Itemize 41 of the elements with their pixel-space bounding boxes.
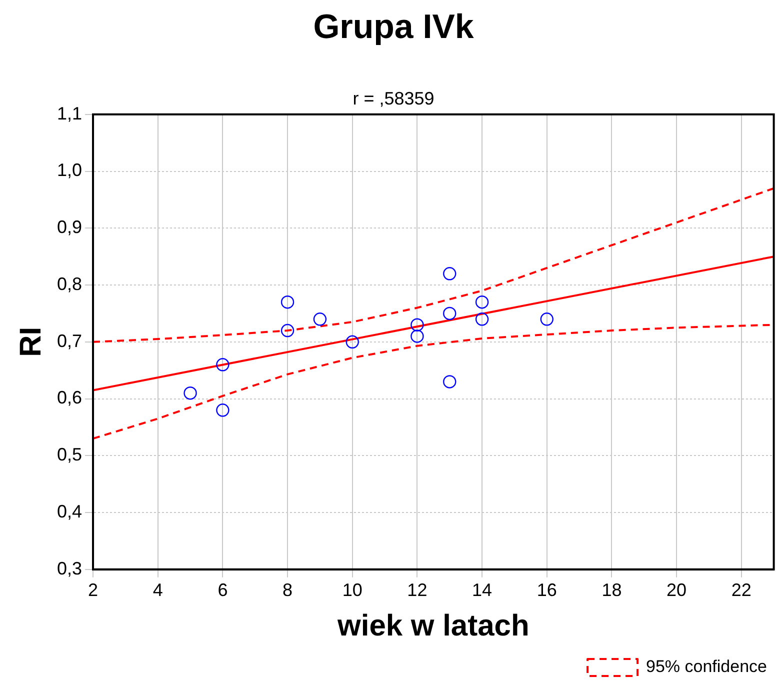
y-tick-label: 1,1 bbox=[56, 103, 82, 124]
y-tick-label: 0,9 bbox=[56, 217, 82, 238]
y-axis-title: RI bbox=[14, 326, 48, 357]
point bbox=[280, 324, 294, 338]
chart-subtitle: r = ,58359 bbox=[352, 88, 434, 109]
y-tick-label: 0,8 bbox=[56, 274, 82, 294]
x-tick-label: 20 bbox=[666, 580, 687, 600]
point bbox=[410, 330, 424, 343]
point bbox=[475, 295, 489, 309]
point bbox=[475, 312, 489, 326]
line-series bbox=[93, 187, 774, 343]
x-axis-title: wiek w latach bbox=[336, 609, 530, 642]
point bbox=[280, 295, 294, 309]
chart-title: Grupa IVk bbox=[313, 8, 474, 46]
y-tick-label: 1,0 bbox=[56, 160, 82, 180]
x-tick-label: 12 bbox=[407, 580, 428, 600]
x-tick-label: 18 bbox=[602, 580, 622, 600]
x-tick-label: 16 bbox=[536, 580, 557, 600]
point bbox=[184, 386, 197, 400]
x-tick-label: 10 bbox=[342, 580, 362, 600]
y-tick-label: 0,4 bbox=[56, 501, 82, 522]
x-tick-label: 2 bbox=[88, 580, 98, 600]
x-tick-label: 8 bbox=[282, 580, 293, 600]
y-tick-label: 0,3 bbox=[56, 558, 82, 578]
y-tick-label: 0,5 bbox=[56, 444, 82, 465]
point bbox=[313, 312, 327, 326]
point bbox=[410, 318, 424, 332]
y-tick-label: 0,7 bbox=[56, 330, 82, 351]
legend-label: 95% confidence bbox=[646, 657, 768, 676]
point bbox=[346, 335, 359, 348]
x-tick-label: 4 bbox=[152, 580, 163, 600]
point bbox=[443, 375, 456, 388]
point bbox=[216, 404, 230, 417]
point bbox=[443, 306, 456, 320]
point bbox=[443, 267, 456, 280]
x-tick-label: 6 bbox=[218, 580, 228, 600]
y-tick-label: 0,6 bbox=[56, 388, 82, 408]
x-tick-label: 22 bbox=[731, 580, 752, 600]
x-tick-label: 14 bbox=[472, 580, 492, 600]
point bbox=[540, 312, 554, 326]
point bbox=[216, 358, 230, 372]
